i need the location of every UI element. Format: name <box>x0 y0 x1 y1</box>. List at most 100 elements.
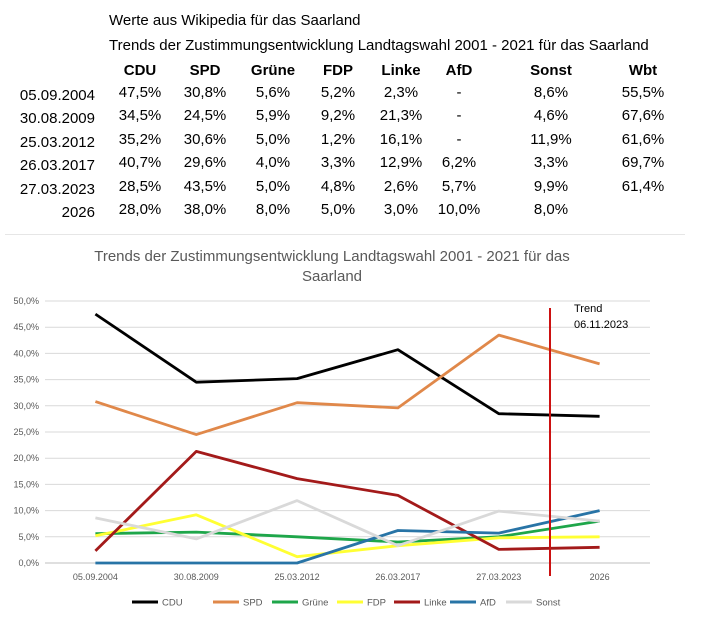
table-cell: 24,5% <box>183 107 227 124</box>
table-cell: 28,5% <box>118 178 162 195</box>
series-line-grüne <box>95 519 600 544</box>
series-line-cdu <box>94 312 600 418</box>
divider <box>5 234 685 235</box>
table-cell: 21,3% <box>379 107 423 124</box>
x-tick-label: 30.08.2009 <box>174 572 219 582</box>
table-cell: 5,0% <box>320 201 356 218</box>
series-line-fdp <box>95 513 600 559</box>
table-row-date: 2026 <box>61 204 95 221</box>
table-cell: 16,1% <box>379 131 423 148</box>
table-cell: 5,2% <box>320 84 356 101</box>
legend-label: CDU <box>162 598 183 609</box>
table-column-header: AfD <box>445 62 473 79</box>
y-tick-label: 0,0% <box>18 558 39 568</box>
table-cell: - <box>456 107 462 124</box>
series-line-sonst <box>95 499 600 548</box>
table-cell: 6,2% <box>441 154 477 171</box>
table-cell: 28,0% <box>118 201 162 218</box>
table-cell: 4,0% <box>255 154 291 171</box>
table-cell: 5,9% <box>255 107 291 124</box>
table-cell: 9,2% <box>320 107 356 124</box>
y-tick-label: 50,0% <box>13 296 39 306</box>
legend-label: SPD <box>243 598 263 609</box>
y-tick-label: 35,0% <box>13 375 39 385</box>
table-row-date: 30.08.2009 <box>19 110 95 127</box>
table-cell: 30,6% <box>183 131 227 148</box>
table-row-date: 26.03.2017 <box>19 157 95 174</box>
table-cell: 2,6% <box>383 178 419 195</box>
table-cell: 3,3% <box>533 154 569 171</box>
legend: CDU SPD Grüne FDP Linke AfD Sonst <box>132 598 561 609</box>
table-cell: 2,3% <box>383 84 419 101</box>
y-tick-label: 25,0% <box>13 427 39 437</box>
table-cell: 1,2% <box>320 131 356 148</box>
table-cell: 38,0% <box>183 201 227 218</box>
table-row-date: 25.03.2012 <box>19 134 95 151</box>
table-cell: 10,0% <box>437 201 481 218</box>
legend-label: FDP <box>367 598 386 609</box>
legend-label: AfD <box>480 598 496 609</box>
series-line-linke <box>94 449 600 552</box>
y-tick-label: 15,0% <box>13 479 39 489</box>
y-axis: 0,0% 5,0% 10,0% 15,0% 20,0% 25,0% 30,0% 35,0% 40… <box>13 296 39 568</box>
table-cell: 34,5% <box>118 107 162 124</box>
x-tick-label: 27.03.2023 <box>476 572 521 582</box>
legend-label: Sonst <box>536 598 561 609</box>
table-column-header: Wbt <box>628 62 658 79</box>
table-cell: 67,6% <box>621 107 665 124</box>
table-column-header: FDP <box>323 62 353 79</box>
chart-title: Trends der Zustimmungsentwicklung Landta… <box>94 248 570 265</box>
table-cell: 43,5% <box>183 178 227 195</box>
x-axis: 05.09.2004 30.08.2009 25.03.2012 26.03.2017… <box>73 572 610 582</box>
table-cell: 29,6% <box>183 154 227 171</box>
legend-label: Linke <box>424 598 447 609</box>
line-chart: Trends der Zustimmungsentwicklung Landta… <box>13 248 650 609</box>
table-row-date: 27.03.2023 <box>19 181 95 198</box>
x-tick-label: 2026 <box>590 572 610 582</box>
table-cell: 35,2% <box>118 131 162 148</box>
table-cell: 3,0% <box>383 201 419 218</box>
table-cell: 5,7% <box>441 178 477 195</box>
results-table: CDU SPD Grüne FDP Linke AfD Sonst Wbt 05.09.2004… <box>0 0 707 230</box>
series-lines <box>94 312 600 565</box>
table-cell: - <box>456 131 462 148</box>
table-cell: 47,5% <box>118 84 162 101</box>
table-cell: 4,8% <box>320 178 356 195</box>
chart-title-line2: Saarland <box>302 268 362 285</box>
y-tick-label: 40,0% <box>13 348 39 358</box>
trend-annotation: Trend 06.11.2023 <box>549 303 628 576</box>
table-cell: 8,6% <box>533 84 569 101</box>
series-line-spd <box>94 333 600 437</box>
y-tick-label: 45,0% <box>13 322 39 332</box>
trend-annotation-label: Trend <box>574 303 602 315</box>
y-tick-label: 30,0% <box>13 401 39 411</box>
y-tick-label: 10,0% <box>13 506 39 516</box>
table-column-header: Linke <box>381 62 421 79</box>
table-cell: 3,3% <box>320 154 356 171</box>
table-cell: 8,0% <box>533 201 569 218</box>
series-line-afd <box>95 509 600 565</box>
header-title: Trends der Zustimmungsentwicklung Landta… <box>109 37 649 54</box>
table-cell: 5,0% <box>255 178 291 195</box>
legend-label: Grüne <box>302 598 328 609</box>
x-tick-label: 26.03.2017 <box>375 572 420 582</box>
table-column-header: CDU <box>123 62 157 79</box>
table-cell: 8,0% <box>255 201 291 218</box>
table-cell: 69,7% <box>621 154 665 171</box>
table-cell: 9,9% <box>533 178 569 195</box>
x-tick-label: 05.09.2004 <box>73 572 118 582</box>
table-row-date: 05.09.2004 <box>19 87 95 104</box>
trend-annotation-date: 06.11.2023 <box>574 319 628 331</box>
table-cell: 61,4% <box>621 178 665 195</box>
x-tick-label: 25.03.2012 <box>275 572 320 582</box>
table-cell: 5,0% <box>255 131 291 148</box>
y-tick-label: 20,0% <box>13 453 39 463</box>
table-cell: 12,9% <box>379 154 423 171</box>
table-cell: 11,9% <box>530 131 572 148</box>
table-cell: 61,6% <box>621 131 665 148</box>
y-tick-label: 5,0% <box>18 532 39 542</box>
table-column-header: SPD <box>189 62 221 79</box>
table-column-header: Sonst <box>530 62 572 79</box>
table-cell: 30,8% <box>183 84 227 101</box>
table-cell: 40,7% <box>118 154 162 171</box>
